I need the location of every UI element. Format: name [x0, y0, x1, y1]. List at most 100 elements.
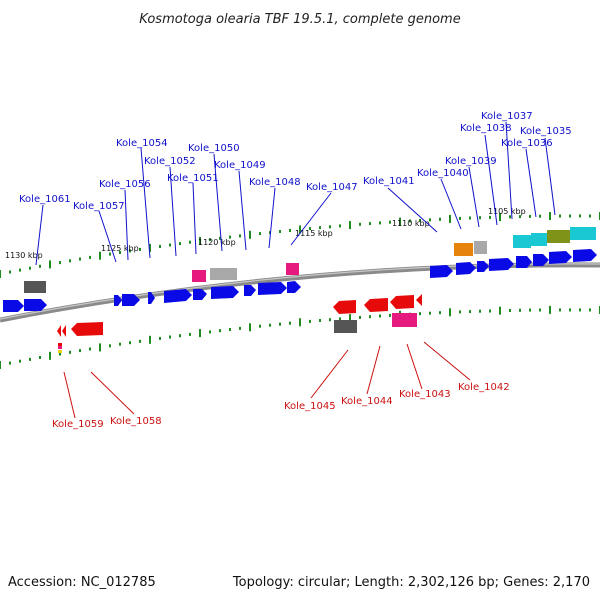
scale-tick-minor — [139, 247, 141, 251]
scale-tick-major — [299, 225, 301, 234]
scale-tick-minor — [189, 332, 191, 336]
gene-arrow-forward[interactable] — [114, 295, 122, 306]
feature-small-red[interactable] — [58, 343, 62, 346]
gene-arrow-forward[interactable] — [456, 262, 476, 275]
gene-arrow-forward[interactable] — [573, 249, 597, 262]
gene-label-kole-1049[interactable]: Kole_1049 — [214, 160, 266, 171]
gene-label-kole-1045[interactable]: Kole_1045 — [284, 401, 336, 412]
scale-tick-major — [499, 213, 501, 222]
scale-tick-minor — [179, 334, 181, 338]
gene-arrow-forward[interactable] — [477, 261, 489, 272]
gene-label-kole-1059[interactable]: Kole_1059 — [52, 419, 104, 430]
feature-cyan[interactable] — [570, 227, 596, 240]
reverse-gene-labels: Kole_1059 Kole_1058 Kole_1045 Kole_1044 … — [52, 382, 510, 430]
scale-tick-major — [99, 251, 101, 260]
feature-cyan[interactable] — [531, 233, 547, 246]
pos-label-1120: 1120 kbp — [198, 238, 236, 247]
gene-arrow-forward[interactable] — [211, 286, 239, 299]
gene-label-kole-1050[interactable]: Kole_1050 — [188, 143, 240, 154]
scale-tick-minor — [289, 229, 291, 232]
label-leader-lines — [35, 121, 556, 419]
gene-label-kole-1037[interactable]: Kole_1037 — [481, 111, 533, 122]
gene-arrow-forward[interactable] — [533, 254, 549, 266]
gene-arrow-forward[interactable] — [164, 289, 192, 303]
gene-arrow-forward[interactable] — [287, 281, 301, 293]
gene-label-kole-1057[interactable]: Kole_1057 — [73, 201, 125, 212]
scale-tick-minor — [229, 235, 231, 239]
gene-label-kole-1054[interactable]: Kole_1054 — [116, 138, 168, 149]
feature-dark-grey[interactable] — [334, 320, 357, 333]
gene-arrow-forward[interactable] — [24, 299, 47, 311]
gene-label-kole-1058[interactable]: Kole_1058 — [110, 416, 162, 427]
scale-tick-minor — [379, 314, 381, 318]
scale-tick-major — [449, 214, 451, 223]
feature-small-yellow[interactable] — [58, 350, 62, 353]
gene-arrow-forward[interactable] — [122, 294, 140, 306]
feature-orange[interactable] — [454, 243, 473, 256]
gene-arrow-forward[interactable] — [516, 256, 532, 268]
gene-label-kole-1035[interactable]: Kole_1035 — [520, 126, 572, 137]
gene-arrow-reverse[interactable] — [333, 300, 356, 314]
gene-label-kole-1038[interactable]: Kole_1038 — [460, 123, 512, 134]
gene-arrow-reverse[interactable] — [364, 298, 388, 312]
feature-small-pink[interactable] — [58, 346, 62, 349]
scale-tick-minor — [289, 321, 291, 325]
gene-label-kole-1039[interactable]: Kole_1039 — [445, 156, 497, 167]
feature-rrna-pink[interactable] — [192, 270, 206, 282]
gene-arrow-forward[interactable] — [430, 265, 453, 278]
scale-tick-minor — [109, 252, 111, 256]
gene-label-kole-1052[interactable]: Kole_1052 — [144, 156, 196, 167]
gene-arrow-reverse[interactable] — [62, 325, 66, 337]
scale-tick-minor — [129, 249, 131, 253]
gene-arrow-reverse[interactable] — [390, 295, 414, 309]
feature-rrna-pink[interactable] — [286, 263, 299, 275]
scale-tick-minor — [59, 261, 61, 265]
gene-label-kole-1047[interactable]: Kole_1047 — [306, 182, 358, 193]
genome-summary-text: Topology: circular; Length: 2,302,126 bp… — [232, 575, 590, 590]
scale-tick-minor — [529, 308, 531, 312]
gene-label-kole-1041[interactable]: Kole_1041 — [363, 176, 415, 187]
scale-tick-minor — [419, 218, 421, 222]
gene-arrow-reverse[interactable] — [416, 294, 422, 306]
scale-tick-minor — [529, 214, 531, 218]
feature-dark-grey[interactable] — [24, 281, 46, 293]
scale-tick-minor — [509, 215, 511, 219]
feature-cyan[interactable] — [513, 235, 531, 248]
gene-label-kole-1051[interactable]: Kole_1051 — [167, 173, 219, 184]
feature-rrna-pink[interactable] — [392, 313, 417, 327]
gene-label-kole-1042[interactable]: Kole_1042 — [458, 382, 510, 393]
gene-arrow-forward[interactable] — [549, 251, 572, 264]
scale-tick-minor — [69, 350, 71, 354]
gene-label-kole-1040[interactable]: Kole_1040 — [417, 168, 469, 179]
gene-arrow-forward[interactable] — [258, 282, 287, 295]
scale-tick-minor — [329, 225, 331, 229]
gene-arrow-forward[interactable] — [193, 289, 207, 300]
gene-arrow-forward[interactable] — [3, 300, 24, 312]
position-labels: 1130 kbp 1125 kbp 1120 kbp 1115 kbp 1110… — [5, 207, 526, 260]
gene-label-kole-1043[interactable]: Kole_1043 — [399, 389, 451, 400]
gene-arrow-forward[interactable] — [489, 258, 514, 271]
scale-tick-minor — [489, 215, 491, 219]
pos-label-1110: 1110 kbp — [392, 219, 430, 228]
scale-tick-minor — [69, 259, 71, 263]
gene-arrow-forward[interactable] — [244, 285, 256, 296]
gene-label-kole-1048[interactable]: Kole_1048 — [249, 177, 301, 188]
feature-grey[interactable] — [210, 268, 237, 280]
gene-label-kole-1061[interactable]: Kole_1061 — [19, 194, 71, 205]
feature-olive[interactable] — [547, 230, 570, 243]
gene-label-kole-1044[interactable]: Kole_1044 — [341, 396, 393, 407]
gene-arrow-forward[interactable] — [148, 292, 155, 304]
gene-label-kole-1036[interactable]: Kole_1036 — [501, 138, 553, 149]
scale-tick-major — [299, 318, 301, 327]
scale-tick-minor — [359, 315, 361, 319]
gene-label-kole-1056[interactable]: Kole_1056 — [99, 179, 151, 190]
scale-tick-minor — [89, 255, 91, 259]
gene-arrow-reverse[interactable] — [57, 325, 61, 337]
scale-tick-minor — [229, 328, 231, 331]
feature-grey[interactable] — [474, 241, 487, 254]
scale-tick-minor — [19, 359, 21, 363]
scale-tick-minor — [339, 224, 341, 228]
scale-tick-major — [349, 314, 351, 323]
gene-arrow-reverse[interactable] — [71, 322, 103, 336]
